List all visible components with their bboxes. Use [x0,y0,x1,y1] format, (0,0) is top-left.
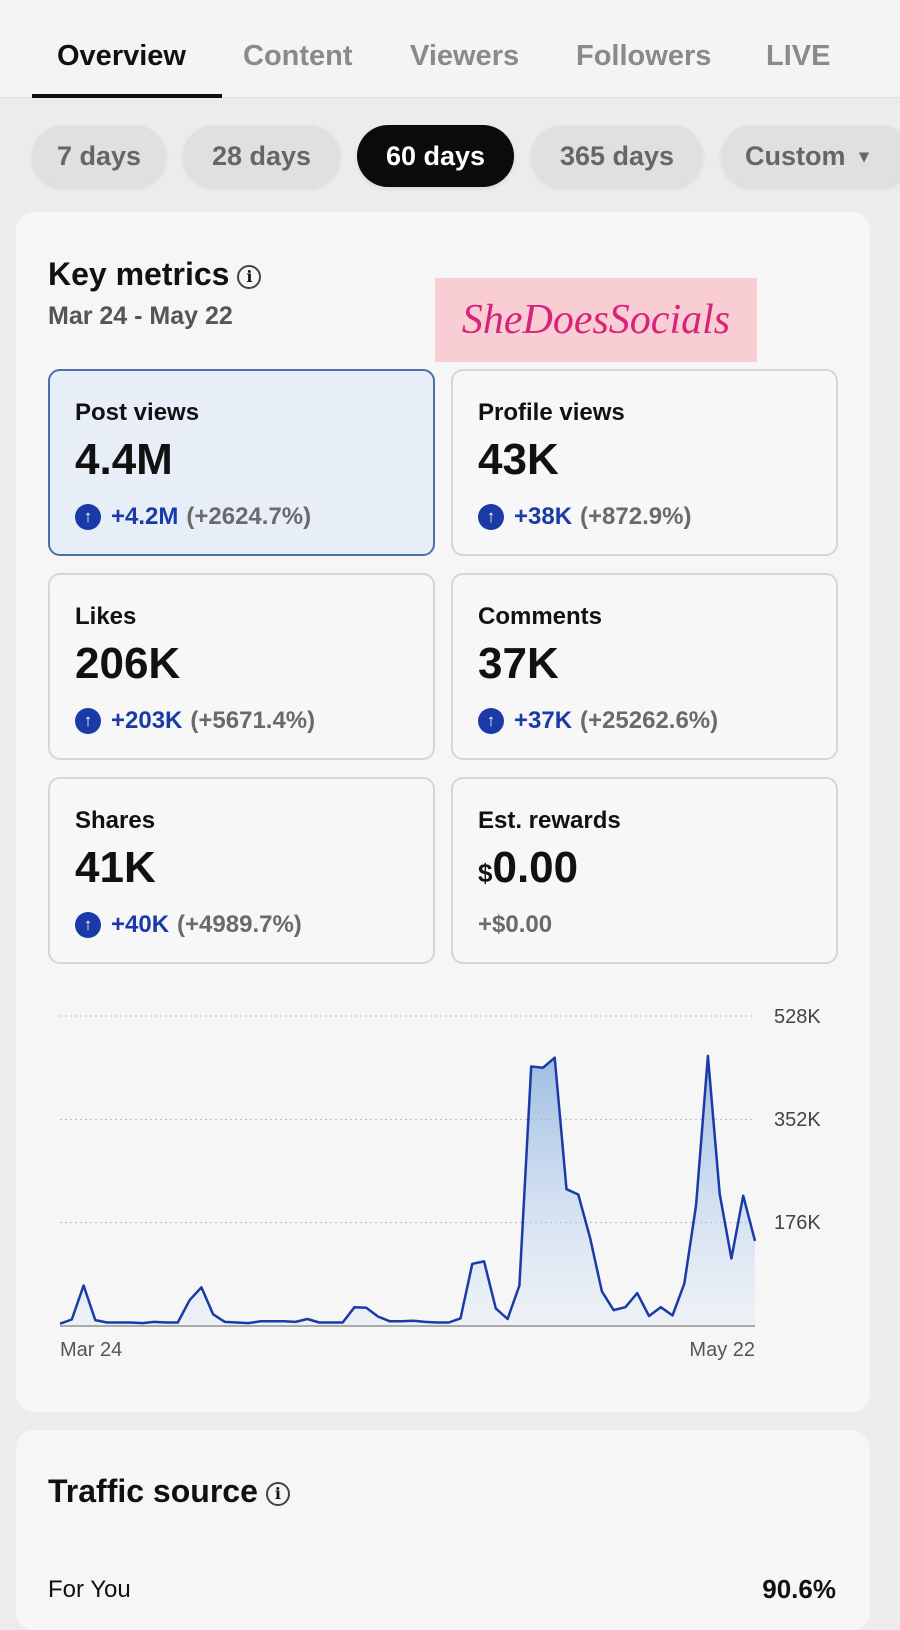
y-tick-label: 176K [774,1212,821,1234]
metric-delta: +37K [514,707,572,735]
metric-est-rewards[interactable]: Est. rewards $0.00 +$0.00 [451,777,838,964]
traffic-source-heading: Traffic source i [48,1473,290,1510]
tab-overview[interactable]: Overview [57,40,186,73]
metric-value: 4.4M [75,435,173,485]
range-custom[interactable]: Custom ▾ [721,125,900,187]
metric-delta: +4.2M [111,503,178,531]
arrow-up-icon: ↑ [478,708,504,734]
metric-label: Post views [75,399,199,427]
range-custom-label: Custom [745,141,846,172]
range-7-days[interactable]: 7 days [32,125,166,187]
metric-delta: +38K [514,503,572,531]
metric-label: Profile views [478,399,625,427]
range-365-days[interactable]: 365 days [531,125,703,187]
date-range-selector: 7 days 28 days 60 days 365 days Custom ▾ [0,125,900,187]
y-tick-label: 528K [774,1006,821,1028]
key-metrics-heading: Key metrics i [48,256,261,293]
arrow-up-icon: ↑ [478,504,504,530]
metric-delta-pct: (+2624.7%) [186,503,311,531]
y-tick-label: 352K [774,1109,821,1131]
chevron-down-icon: ▾ [860,146,869,167]
metric-shares[interactable]: Shares 41K ↑ +40K (+4989.7%) [48,777,435,964]
metric-post-views[interactable]: Post views 4.4M ↑ +4.2M (+2624.7%) [48,369,435,556]
date-range-text: Mar 24 - May 22 [48,302,233,331]
metric-value-number: 0.00 [492,843,578,892]
metric-delta-pct: (+25262.6%) [580,707,718,735]
chart-line [60,1056,755,1324]
currency-symbol: $ [478,858,492,888]
metric-label: Likes [75,603,136,631]
metric-delta-pct: (+872.9%) [580,503,691,531]
metric-delta-pct: (+4989.7%) [177,911,302,939]
info-icon[interactable]: i [266,1482,290,1506]
tab-followers[interactable]: Followers [576,40,711,73]
tab-content[interactable]: Content [243,40,353,73]
metric-delta: +$0.00 [478,911,552,939]
traffic-source-title: Traffic source [48,1473,258,1509]
metric-profile-views[interactable]: Profile views 43K ↑ +38K (+872.9%) [451,369,838,556]
metric-comments[interactable]: Comments 37K ↑ +37K (+25262.6%) [451,573,838,760]
watermark: SheDoesSocials [435,278,757,362]
tab-live[interactable]: LIVE [766,40,830,73]
metric-value: 43K [478,435,559,485]
metric-delta-pct: (+5671.4%) [190,707,315,735]
range-28-days[interactable]: 28 days [183,125,340,187]
info-icon[interactable]: i [237,265,261,289]
metric-delta: +203K [111,707,182,735]
range-60-days[interactable]: 60 days [357,125,514,187]
x-tick-label: May 22 [689,1339,755,1361]
chart-area [60,1056,755,1326]
metric-label: Shares [75,807,155,835]
x-tick-label: Mar 24 [60,1339,122,1361]
arrow-up-icon: ↑ [75,708,101,734]
metric-value: 206K [75,639,180,689]
metric-likes[interactable]: Likes 206K ↑ +203K (+5671.4%) [48,573,435,760]
arrow-up-icon: ↑ [75,912,101,938]
key-metrics-title: Key metrics [48,256,229,292]
metric-value: 41K [75,843,156,893]
tab-viewers[interactable]: Viewers [410,40,519,73]
post-views-chart: Mar 24 May 22 528K 352K 176K [0,990,900,1370]
metric-delta: +40K [111,911,169,939]
metric-label: Est. rewards [478,807,621,835]
traffic-row-value: 90.6% [762,1574,836,1605]
metric-value: $0.00 [478,843,578,893]
active-tab-indicator [32,94,222,98]
arrow-up-icon: ↑ [75,504,101,530]
metric-value: 37K [478,639,559,689]
traffic-source-card [16,1430,870,1630]
metric-label: Comments [478,603,602,631]
tab-bar: Overview Content Viewers Followers LIVE [0,0,900,98]
